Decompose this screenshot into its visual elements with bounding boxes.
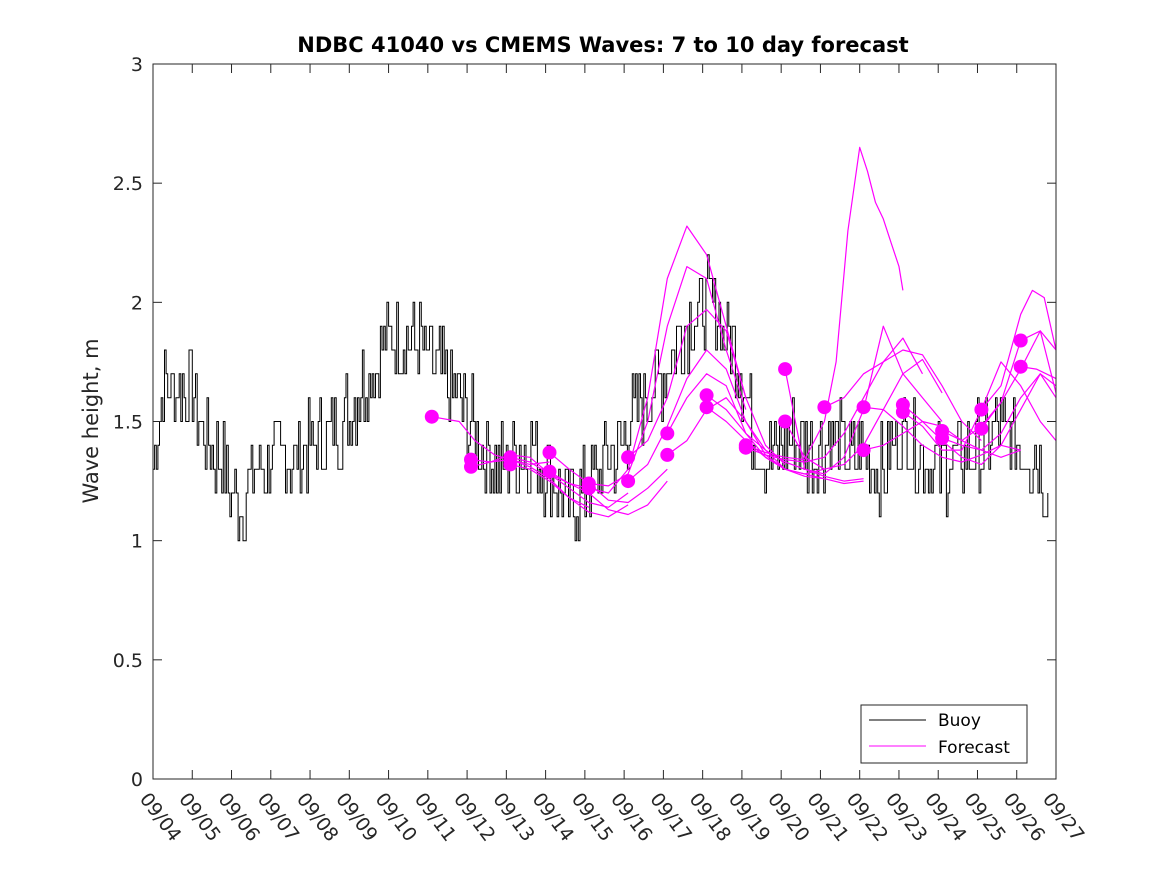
forecast-series-line-26 — [941, 373, 1057, 451]
forecast-start-marker — [503, 457, 518, 472]
y-tick-label: 1 — [131, 531, 143, 553]
x-tick-label: 09/18 — [685, 789, 736, 846]
x-tick-label: 09/04 — [135, 789, 186, 846]
forecast-start-marker — [581, 476, 596, 491]
forecast-series-line-14 — [706, 394, 864, 482]
y-tick-label: 0 — [131, 769, 143, 791]
x-tick-label: 09/05 — [174, 789, 225, 846]
forecast-series-line-16 — [745, 146, 904, 461]
x-tick-label: 09/10 — [371, 789, 422, 846]
forecast-start-marker — [895, 405, 910, 419]
x-tick-label: 09/09 — [331, 789, 382, 846]
legend: Buoy Forecast — [860, 704, 1028, 764]
y-tick-label: 2.5 — [113, 173, 143, 195]
plot-area — [153, 146, 1057, 542]
x-tick-label: 09/16 — [606, 789, 657, 846]
x-tick-label: 09/26 — [999, 789, 1050, 846]
forecast-series-line-13 — [666, 397, 825, 480]
y-tick-label: 0.5 — [113, 650, 143, 672]
forecast-start-marker — [856, 400, 871, 415]
y-axis-label: Wave height, m — [79, 338, 103, 503]
y-tick-label: 3 — [131, 54, 143, 76]
forecast-start-marker — [935, 431, 950, 446]
legend-box — [860, 704, 1028, 764]
forecast-start-marker — [660, 447, 675, 462]
forecast-start-marker — [542, 464, 557, 479]
forecast-series-line-5 — [510, 463, 629, 518]
forecast-start-marker — [1013, 333, 1028, 348]
forecast-start-marker — [464, 459, 478, 474]
x-tick-label: 09/15 — [567, 789, 618, 846]
forecast-start-marker — [1013, 359, 1028, 374]
forecast-start-marker — [974, 402, 989, 417]
x-tick-label: 09/22 — [842, 789, 893, 846]
forecast-series-line-15 — [706, 406, 864, 485]
buoy-series-line — [153, 254, 1049, 542]
x-tick-label: 09/25 — [959, 789, 1010, 846]
forecast-start-marker — [974, 421, 989, 436]
forecast-start-marker — [542, 445, 557, 460]
forecast-series-line-23 — [902, 373, 1057, 465]
x-tick-label: 09/21 — [802, 789, 853, 846]
forecast-start-marker — [856, 443, 871, 458]
x-tick-label: 09/13 — [488, 789, 539, 846]
forecast-series-line-9 — [588, 266, 747, 487]
y-tick-label: 1.5 — [113, 412, 143, 434]
forecast-series-line-22 — [863, 406, 1021, 463]
x-tick-label: 09/12 — [449, 789, 500, 846]
forecast-start-marker — [778, 362, 793, 377]
x-tick-label: 09/20 — [763, 789, 814, 846]
x-tick-label: 09/23 — [881, 789, 932, 846]
x-tick-label: 09/08 — [292, 789, 343, 846]
x-tick-label: 09/06 — [214, 789, 265, 846]
y-tick-label: 2 — [131, 292, 143, 314]
forecast-start-marker — [817, 400, 832, 415]
forecast-start-marker — [738, 440, 753, 455]
forecast-start-marker — [621, 474, 636, 489]
x-tick-label: 09/11 — [410, 789, 461, 846]
forecast-series-line-4 — [510, 456, 629, 508]
x-tick-label: 09/19 — [724, 789, 775, 846]
forecast-start-marker — [699, 388, 714, 403]
forecast-series-line-27 — [980, 289, 1057, 410]
x-tick-label: 09/14 — [528, 789, 579, 846]
forecast-series-line-6 — [549, 452, 668, 504]
chart-title: NDBC 41040 vs CMEMS Waves: 7 to 10 day f… — [297, 33, 908, 57]
forecast-series-line-7 — [549, 471, 668, 516]
legend-forecast-label: Forecast — [938, 738, 1010, 758]
forecast-start-marker — [660, 426, 675, 441]
forecast-series-line-1 — [431, 416, 550, 465]
forecast-start-marker — [621, 450, 636, 465]
x-tick-label: 09/17 — [645, 789, 696, 846]
forecast-start-marker — [424, 409, 439, 424]
forecast-series-line-8 — [588, 225, 747, 494]
x-tick-label: 09/07 — [253, 789, 304, 846]
forecast-start-marker — [699, 400, 714, 415]
x-tick-label: 09/27 — [1038, 789, 1089, 846]
legend-buoy-label: Buoy — [938, 711, 981, 731]
x-tick-label: 09/24 — [920, 789, 971, 846]
forecast-series-line-2 — [470, 454, 589, 489]
forecast-series-line-20 — [824, 349, 982, 442]
forecast-start-marker — [778, 414, 793, 429]
forecast-series-line-10 — [627, 308, 786, 465]
